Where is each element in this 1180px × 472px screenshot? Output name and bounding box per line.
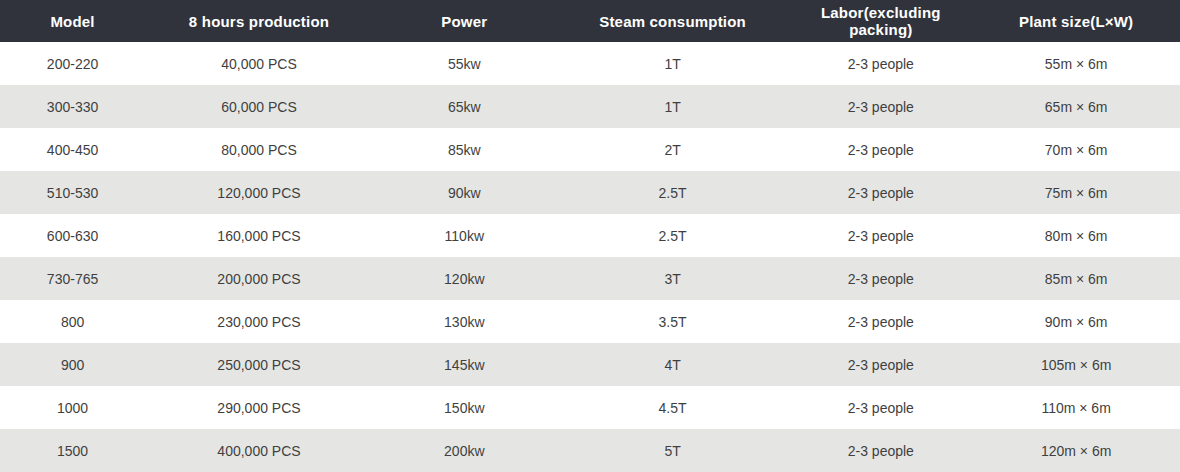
table-cell: 400,000 PCS — [145, 429, 373, 472]
table-cell: 120kw — [373, 257, 556, 300]
table-row: 400-45080,000 PCS85kw2T2-3 people70m × 6… — [0, 128, 1180, 171]
table-cell: 2.5T — [556, 171, 790, 214]
table-body: 200-22040,000 PCS55kw1T2-3 people55m × 6… — [0, 42, 1180, 472]
table-cell: 110m × 6m — [972, 386, 1180, 429]
table-cell: 1000 — [0, 386, 145, 429]
table-cell: 120,000 PCS — [145, 171, 373, 214]
table-cell: 4T — [556, 343, 790, 386]
table-row: 600-630160,000 PCS110kw2.5T2-3 people80m… — [0, 214, 1180, 257]
table-cell: 80,000 PCS — [145, 128, 373, 171]
table-row: 800230,000 PCS130kw3.5T2-3 people90m × 6… — [0, 300, 1180, 343]
table-cell: 160,000 PCS — [145, 214, 373, 257]
table-cell: 510-530 — [0, 171, 145, 214]
table-row: 900250,000 PCS145kw4T2-3 people105m × 6m — [0, 343, 1180, 386]
column-header-production: 8 hours production — [145, 0, 373, 42]
table-cell: 5T — [556, 429, 790, 472]
table-cell: 2-3 people — [789, 257, 972, 300]
table-cell: 2.5T — [556, 214, 790, 257]
table-cell: 85kw — [373, 128, 556, 171]
table-cell: 70m × 6m — [972, 128, 1180, 171]
table-cell: 90m × 6m — [972, 300, 1180, 343]
column-header-model: Model — [0, 0, 145, 42]
table-cell: 200-220 — [0, 42, 145, 85]
table-cell: 80m × 6m — [972, 214, 1180, 257]
table-cell: 105m × 6m — [972, 343, 1180, 386]
table-cell: 3T — [556, 257, 790, 300]
table-cell: 200,000 PCS — [145, 257, 373, 300]
table-row: 1500400,000 PCS200kw5T2-3 people120m × 6… — [0, 429, 1180, 472]
table-cell: 1T — [556, 85, 790, 128]
table-header: Model 8 hours production Power Steam con… — [0, 0, 1180, 42]
table-cell: 65kw — [373, 85, 556, 128]
table-cell: 60,000 PCS — [145, 85, 373, 128]
table-cell: 800 — [0, 300, 145, 343]
table-row: 1000290,000 PCS150kw4.5T2-3 people110m ×… — [0, 386, 1180, 429]
table-cell: 2-3 people — [789, 429, 972, 472]
table-cell: 900 — [0, 343, 145, 386]
table-cell: 90kw — [373, 171, 556, 214]
table-cell: 600-630 — [0, 214, 145, 257]
table-cell: 150kw — [373, 386, 556, 429]
table-cell: 65m × 6m — [972, 85, 1180, 128]
table-cell: 250,000 PCS — [145, 343, 373, 386]
table-cell: 230,000 PCS — [145, 300, 373, 343]
table-cell: 730-765 — [0, 257, 145, 300]
table-cell: 3.5T — [556, 300, 790, 343]
spec-table: Model 8 hours production Power Steam con… — [0, 0, 1180, 472]
table-cell: 55m × 6m — [972, 42, 1180, 85]
column-header-steam: Steam consumption — [556, 0, 790, 42]
table-cell: 2-3 people — [789, 343, 972, 386]
table-cell: 200kw — [373, 429, 556, 472]
table-cell: 400-450 — [0, 128, 145, 171]
table-cell: 130kw — [373, 300, 556, 343]
table-cell: 2T — [556, 128, 790, 171]
column-header-power: Power — [373, 0, 556, 42]
table-cell: 85m × 6m — [972, 257, 1180, 300]
table-row: 200-22040,000 PCS55kw1T2-3 people55m × 6… — [0, 42, 1180, 85]
table-cell: 290,000 PCS — [145, 386, 373, 429]
table-cell: 4.5T — [556, 386, 790, 429]
table-cell: 2-3 people — [789, 171, 972, 214]
table-cell: 1T — [556, 42, 790, 85]
table-cell: 2-3 people — [789, 42, 972, 85]
table-row: 510-530120,000 PCS90kw2.5T2-3 people75m … — [0, 171, 1180, 214]
table-cell: 2-3 people — [789, 214, 972, 257]
table-row: 300-33060,000 PCS65kw1T2-3 people65m × 6… — [0, 85, 1180, 128]
column-header-labor: Labor(excluding packing) — [789, 0, 972, 42]
table-cell: 110kw — [373, 214, 556, 257]
table-cell: 300-330 — [0, 85, 145, 128]
table-row: 730-765200,000 PCS120kw3T2-3 people85m ×… — [0, 257, 1180, 300]
table-cell: 40,000 PCS — [145, 42, 373, 85]
table-cell: 55kw — [373, 42, 556, 85]
table-cell: 1500 — [0, 429, 145, 472]
header-row: Model 8 hours production Power Steam con… — [0, 0, 1180, 42]
table-cell: 2-3 people — [789, 85, 972, 128]
table-cell: 75m × 6m — [972, 171, 1180, 214]
table-cell: 145kw — [373, 343, 556, 386]
table-cell: 2-3 people — [789, 386, 972, 429]
table-cell: 2-3 people — [789, 128, 972, 171]
table-cell: 2-3 people — [789, 300, 972, 343]
table-cell: 120m × 6m — [972, 429, 1180, 472]
column-header-plant-size: Plant size(L×W) — [972, 0, 1180, 42]
spec-table-container: Model 8 hours production Power Steam con… — [0, 0, 1180, 472]
